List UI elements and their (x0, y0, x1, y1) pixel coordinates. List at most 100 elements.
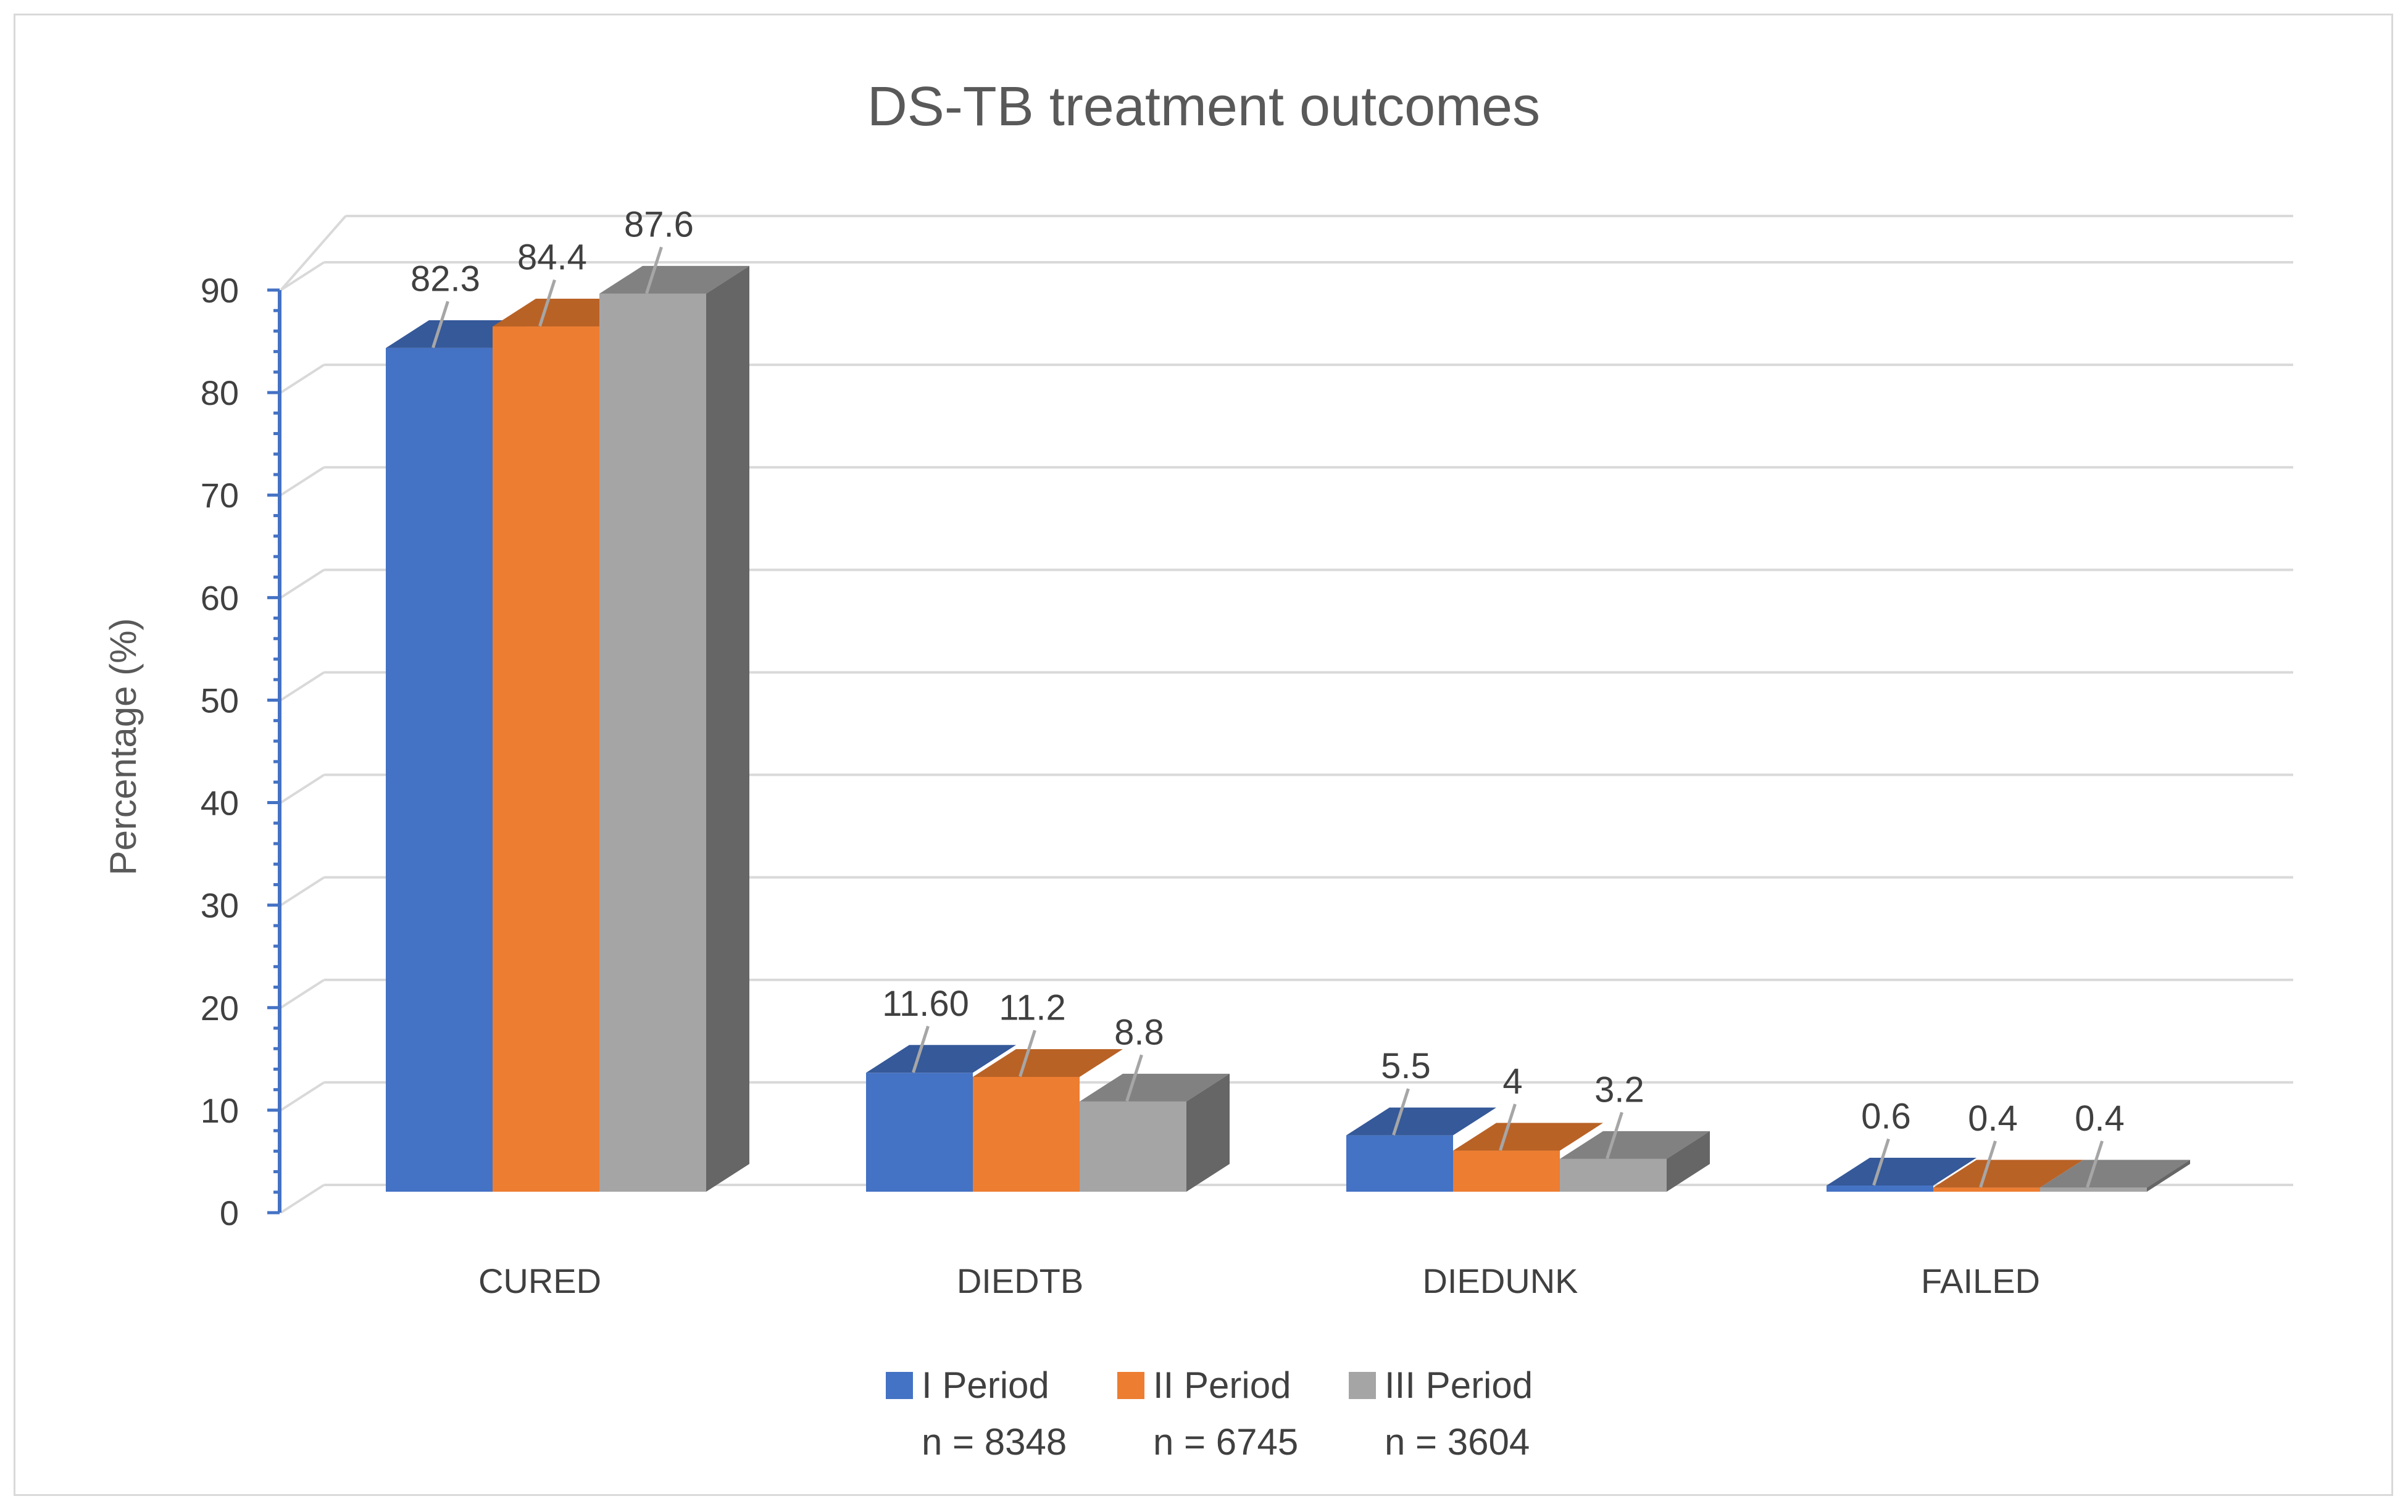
chart: DS-TB treatment outcomes Percentage (%) … (102, 76, 2293, 1463)
gridline-diagonal (280, 773, 325, 804)
leader-line (1019, 1029, 1036, 1078)
leader-line (2086, 1140, 2104, 1188)
category-label: DIEDTB (957, 1261, 1083, 1300)
data-label: 5.5 (1381, 1046, 1431, 1086)
leader-line (1499, 1103, 1517, 1151)
bar-front (1453, 1150, 1560, 1192)
leader-line (1392, 1088, 1410, 1136)
y-tick-label: 90 (201, 271, 239, 310)
bar-front (1346, 1135, 1453, 1192)
bar-top (1080, 1073, 1230, 1102)
data-label: 11.60 (882, 984, 969, 1024)
bar-side (2147, 1160, 2190, 1192)
gridline-diagonal (280, 671, 325, 702)
data-label: 8.8 (1114, 1012, 1164, 1052)
y-tick-label: 20 (201, 989, 239, 1028)
bar-top (1560, 1131, 1710, 1159)
gridline-diagonal (280, 215, 347, 291)
bar-front (1827, 1186, 1933, 1192)
data-label: 84.4 (517, 238, 587, 278)
data-label: 0.4 (2075, 1099, 2125, 1139)
bar-failed-3 (2040, 1160, 2190, 1192)
bar-failed-2 (1933, 1160, 2083, 1192)
bar-top (973, 1049, 1123, 1077)
data-label: 82.3 (410, 259, 480, 299)
bar-front (1560, 1158, 1667, 1192)
bar-side (1186, 1073, 1230, 1192)
leader-line (1979, 1140, 1997, 1188)
leader-line (431, 301, 449, 349)
bar-front (973, 1076, 1080, 1192)
legend-item: III Period n = 3604 (1349, 1365, 1533, 1463)
bars (386, 265, 2190, 1192)
leader-line (1606, 1111, 1623, 1160)
bar-side (1667, 1131, 1710, 1192)
y-axis: 0 10 20 30 40 50 60 70 80 90 (201, 271, 281, 1232)
bar-cured-3 (599, 265, 749, 1192)
legend-label: II Period (1153, 1365, 1291, 1406)
bar-diedtb-3 (1080, 1073, 1230, 1192)
category-labels: CURED DIEDTB DIEDUNK FAILED (478, 1261, 2040, 1300)
y-tick-label: 80 (201, 373, 239, 412)
legend-swatch (886, 1372, 913, 1399)
gridline-diagonal (280, 876, 325, 907)
bar-failed-1 (1827, 1158, 1977, 1192)
y-tick-label: 10 (201, 1091, 239, 1130)
y-tick-label: 30 (201, 886, 239, 925)
bar-top (599, 265, 749, 294)
leader-line (1872, 1138, 1890, 1186)
y-axis-label: Percentage (%) (102, 618, 144, 876)
y-tick-label: 50 (201, 681, 239, 720)
y-tick-label: 40 (201, 784, 239, 823)
bar-cured-1 (386, 320, 536, 1192)
leader-line (912, 1026, 930, 1073)
legend-sub-label: n = 3604 (1385, 1421, 1530, 1463)
legend: I Period n = 8348 II Period n = 6745 III Per… (886, 1365, 1533, 1463)
chart-frame: DS-TB treatment outcomes Percentage (%) … (14, 14, 2393, 1496)
category-label: FAILED (1921, 1261, 2040, 1300)
legend-label: I Period (922, 1365, 1049, 1406)
legend-swatch (1117, 1372, 1144, 1399)
leader-line (538, 279, 556, 327)
bar-diedunk-2 (1453, 1123, 1603, 1192)
gridline-diagonal (280, 261, 325, 291)
data-label: 0.4 (1968, 1099, 2018, 1139)
bar-top (1453, 1123, 1603, 1151)
bar-top (2040, 1160, 2190, 1188)
bar-front (1080, 1101, 1186, 1192)
bar-top (1933, 1160, 2083, 1188)
gridline-diagonal (280, 979, 325, 1009)
data-labels: 82.3 84.4 87.6 11.60 11.2 8.8 5.5 4 3.2 0.6 0.4 0.4 (410, 204, 2125, 1188)
leader-line (1125, 1054, 1143, 1102)
bar-top (1346, 1107, 1496, 1136)
legend-sub-label: n = 8348 (922, 1421, 1067, 1463)
bar-top (866, 1045, 1016, 1073)
legend-item: I Period n = 8348 (886, 1365, 1067, 1463)
y-tick-label: 60 (201, 578, 239, 617)
gridline-diagonal (280, 1081, 325, 1111)
bar-diedunk-3 (1560, 1131, 1710, 1192)
y-tick-label: 70 (201, 476, 239, 515)
category-label: CURED (478, 1261, 601, 1300)
bar-side (706, 265, 749, 1192)
legend-swatch (1349, 1372, 1376, 1399)
gridline-diagonal (280, 363, 325, 394)
bar-cured-2 (493, 299, 643, 1192)
data-label: 11.2 (999, 987, 1066, 1028)
bar-diedtb-2 (973, 1049, 1123, 1192)
gridline-diagonal (280, 568, 325, 599)
bar-front (1933, 1187, 2040, 1192)
legend-item: II Period n = 6745 (1117, 1365, 1298, 1463)
category-label: DIEDUNK (1422, 1261, 1578, 1300)
bar-front (493, 326, 599, 1192)
bar-front (386, 347, 493, 1192)
data-label: 87.6 (624, 204, 694, 244)
bar-front (2040, 1187, 2147, 1192)
legend-sub-label: n = 6745 (1153, 1421, 1298, 1463)
data-label: 3.2 (1594, 1070, 1644, 1110)
bar-diedtb-1 (866, 1045, 1016, 1192)
leader-line (645, 246, 663, 294)
chart-title: DS-TB treatment outcomes (867, 76, 1540, 138)
legend-label: III Period (1385, 1365, 1533, 1406)
gridline-diagonal (280, 466, 325, 496)
